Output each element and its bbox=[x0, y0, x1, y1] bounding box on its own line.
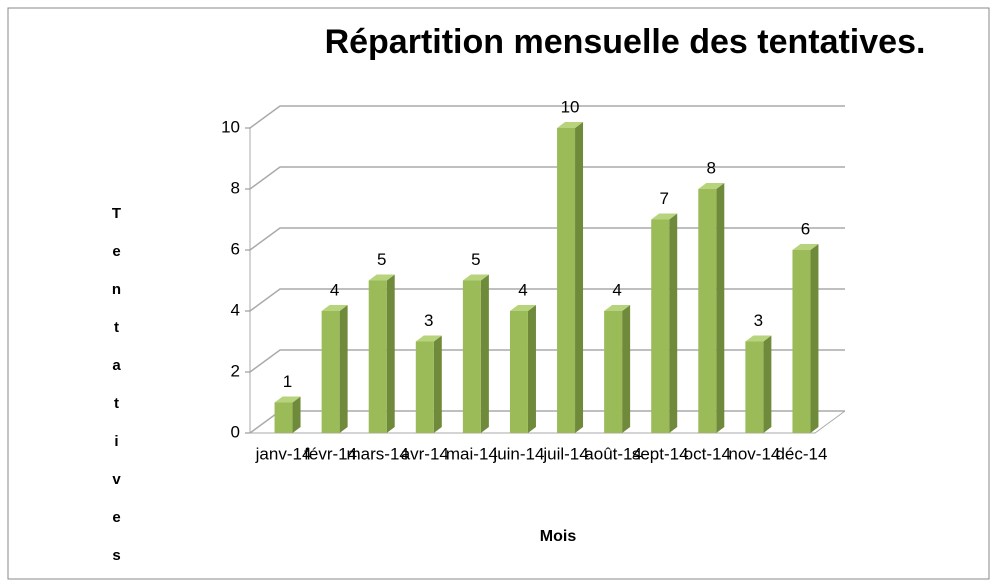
bar bbox=[509, 305, 536, 433]
x-tick-label: nov-14 bbox=[728, 444, 780, 463]
bar-face bbox=[509, 305, 536, 311]
bar-face bbox=[321, 305, 348, 311]
grid-line bbox=[249, 105, 845, 129]
bar-face bbox=[745, 335, 772, 342]
y-tick-label: 2 bbox=[231, 361, 240, 380]
chart-title: Répartition mensuelle des tentatives. bbox=[325, 23, 926, 61]
bar-face bbox=[716, 183, 725, 433]
bar-face bbox=[557, 128, 576, 433]
bar bbox=[745, 335, 772, 433]
bar-face bbox=[274, 402, 293, 433]
x-tick-label: janv-14 bbox=[255, 444, 312, 463]
y-tick-label: 4 bbox=[231, 300, 240, 319]
data-label: 5 bbox=[377, 250, 386, 269]
x-tick-label: août-14 bbox=[584, 444, 642, 463]
x-tick-label: sept-14 bbox=[632, 444, 689, 463]
bar-face bbox=[339, 305, 348, 433]
bar-face bbox=[321, 311, 340, 433]
bar-face bbox=[480, 274, 489, 433]
bar bbox=[462, 274, 489, 433]
data-label: 5 bbox=[471, 250, 480, 269]
bar bbox=[368, 274, 395, 433]
bar-face bbox=[698, 183, 725, 189]
bar-face bbox=[745, 341, 764, 433]
bar-face bbox=[433, 335, 442, 433]
bar bbox=[415, 335, 442, 433]
bar-face bbox=[386, 274, 395, 433]
data-label: 4 bbox=[330, 280, 339, 299]
x-axis-label: Mois bbox=[540, 528, 577, 545]
x-tick-label: oct-14 bbox=[684, 444, 731, 463]
bar-face bbox=[575, 122, 584, 433]
x-tick-label: juil-14 bbox=[542, 444, 588, 463]
y-axis-label: Tentatives bbox=[108, 205, 125, 585]
bar bbox=[321, 305, 348, 433]
bar bbox=[651, 213, 678, 433]
bar-face bbox=[792, 244, 819, 250]
bar-face bbox=[763, 335, 772, 433]
x-tick-label: avr-14 bbox=[401, 444, 449, 463]
bar-face bbox=[651, 219, 670, 433]
bar-face bbox=[462, 280, 481, 433]
back-wall-edge bbox=[249, 128, 846, 434]
bar bbox=[792, 244, 819, 433]
y-tick-label: 8 bbox=[231, 178, 240, 197]
bar-face bbox=[604, 311, 623, 433]
data-label: 1 bbox=[283, 372, 292, 391]
bar-face bbox=[415, 341, 434, 433]
bar-face bbox=[604, 305, 631, 311]
bar bbox=[604, 305, 631, 433]
bar-face bbox=[415, 335, 442, 342]
data-label: 8 bbox=[707, 158, 716, 177]
data-label: 10 bbox=[561, 97, 580, 116]
bar-face bbox=[669, 213, 678, 433]
data-label: 4 bbox=[612, 280, 621, 299]
x-tick-label: déc-14 bbox=[775, 444, 827, 463]
bar-face bbox=[698, 189, 717, 433]
bar-face bbox=[368, 274, 395, 281]
bar-face bbox=[557, 122, 584, 128]
bar-face bbox=[462, 274, 489, 281]
data-label: 4 bbox=[518, 280, 527, 299]
data-label: 6 bbox=[801, 219, 810, 238]
bar-face bbox=[810, 244, 819, 433]
x-tick-label: mars-14 bbox=[347, 444, 409, 463]
bar-face bbox=[509, 311, 528, 433]
y-tick-label: 6 bbox=[231, 239, 240, 258]
bar-face bbox=[292, 396, 301, 433]
data-label: 7 bbox=[659, 189, 668, 208]
x-tick-label: févr-14 bbox=[304, 444, 357, 463]
x-tick-label: mai-14 bbox=[446, 444, 498, 463]
data-label: 3 bbox=[754, 311, 763, 330]
bar bbox=[557, 122, 584, 433]
y-tick-label: 10 bbox=[221, 117, 240, 136]
bar-face bbox=[274, 396, 301, 403]
chart-border bbox=[7, 7, 990, 580]
bar-face bbox=[622, 305, 631, 433]
y-tick-label: 0 bbox=[231, 422, 240, 441]
bar-face bbox=[792, 250, 811, 433]
bar bbox=[274, 396, 301, 433]
bar-face bbox=[527, 305, 536, 433]
x-tick-label: juin-14 bbox=[492, 444, 544, 463]
bar bbox=[698, 183, 725, 433]
bar-face bbox=[651, 213, 678, 220]
grid-line bbox=[249, 166, 845, 190]
data-label: 3 bbox=[424, 311, 433, 330]
bar-face bbox=[368, 280, 387, 433]
